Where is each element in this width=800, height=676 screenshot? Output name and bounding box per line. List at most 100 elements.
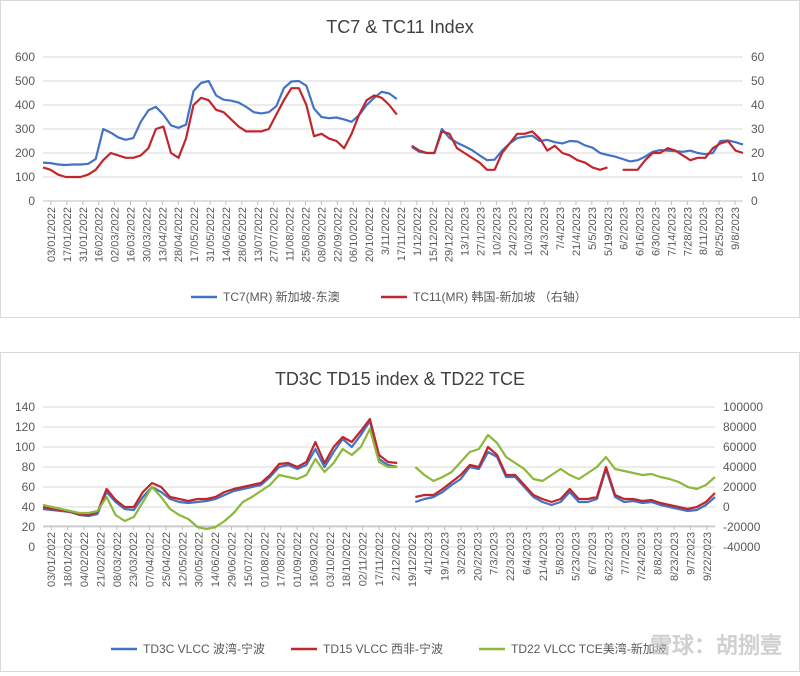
x-tick-label: 9/7/2023	[685, 532, 697, 575]
x-tick-label: 5/23/2023	[571, 532, 583, 581]
x-tick-label: 23/03/2022	[128, 532, 140, 587]
x-tick-label: 7/4/2023	[555, 207, 567, 250]
td-index-chart: TD3C TD15 index & TD22 TCE 0204060801001…	[1, 353, 799, 671]
y-right-tick-label: 100000	[723, 400, 763, 414]
x-tick-label: 8/11/2023	[698, 207, 710, 255]
y-left-tick-label: 200	[15, 146, 35, 160]
x-tick-label: 17/01/2022	[62, 207, 74, 262]
x-tick-label: 6/30/2023	[651, 207, 663, 256]
y-right-tick-label: 40	[751, 98, 765, 112]
y-right-tick-label: 40000	[723, 460, 757, 474]
legend-label: TD22 VLCC TCE美湾-新加坡	[511, 641, 667, 656]
y-left-tick-label: 300	[15, 122, 35, 136]
y-right-tick-label: 0	[751, 194, 758, 208]
tc-index-chart: TC7 & TC11 Index 01002003004005006000102…	[1, 1, 799, 317]
x-tick-label: 3/2/2023	[456, 532, 468, 575]
x-tick-label: 6/16/2023	[635, 207, 647, 256]
legend-label: TC7(MR) 新加坡-东澳	[223, 289, 340, 304]
x-tick-label: 29/06/2022	[226, 532, 238, 587]
x-tick-label: 5/8/2023	[554, 532, 566, 575]
x-tick-label: 08/03/2022	[112, 532, 124, 587]
x-tick-label: 24/2/2023	[507, 207, 519, 256]
x-tick-label: 14/06/2022	[221, 207, 233, 262]
x-tick-label: 28/06/2022	[237, 207, 249, 262]
x-tick-label: 7/7/2023	[620, 532, 632, 575]
legend-label: TD15 VLCC 西非-宁波	[323, 641, 443, 656]
x-tick-label: 22/09/2022	[332, 207, 344, 262]
x-tick-label: 7/3/2023	[489, 532, 501, 575]
y-left-tick-label: 140	[15, 400, 35, 414]
x-tick-label: 9/8/2023	[730, 207, 742, 250]
x-tick-label: 30/05/2022	[194, 532, 206, 587]
y-right-tick-label: 20	[751, 146, 765, 160]
y-right-tick-label: 60000	[723, 440, 757, 454]
x-tick-label: 25/04/2022	[161, 532, 173, 587]
y-right-tick-label: -20000	[723, 520, 761, 534]
y-left-tick-label: 0	[28, 194, 35, 208]
y-right-tick-label: 0	[723, 500, 730, 514]
x-tick-label: 16/09/2022	[308, 532, 320, 587]
y-left-tick-label: 600	[15, 50, 35, 64]
x-tick-label: 24/3/2023	[539, 207, 551, 256]
x-tick-label: 03/01/2022	[46, 532, 58, 587]
x-tick-label: 17/11/2022	[396, 207, 408, 261]
watermark: 雪球：胡捌壹	[650, 628, 782, 660]
x-tick-label: 28/04/2022	[173, 207, 185, 262]
y-right-tick-label: 60	[751, 50, 765, 64]
x-tick-label: 20/2/2023	[472, 532, 484, 581]
y-right-tick-label: -40000	[723, 540, 761, 554]
x-tick-label: 10/2/2023	[491, 207, 503, 256]
series-line	[43, 429, 715, 529]
x-tick-label: 6/2/2023	[619, 207, 631, 250]
x-tick-label: 27/07/2022	[269, 207, 281, 262]
x-tick-label: 5/19/2023	[603, 207, 615, 256]
y-right-tick-label: 30	[751, 122, 765, 136]
x-tick-label: 31/05/2022	[205, 207, 217, 262]
series-line	[43, 88, 743, 177]
x-tick-label: 30/03/2022	[141, 207, 153, 262]
x-tick-label: 6/4/2023	[522, 532, 534, 575]
x-tick-label: 3/11/2022	[380, 207, 392, 255]
series-line	[43, 81, 743, 165]
x-tick-label: 31/01/2022	[78, 207, 90, 262]
x-tick-label: 7/14/2023	[666, 207, 678, 256]
x-tick-label: 29/12/2022	[444, 207, 456, 262]
x-tick-label: 2/12/2022	[390, 532, 402, 581]
chart-title: TD3C TD15 index & TD22 TCE	[275, 369, 525, 389]
x-tick-label: 18/01/2022	[63, 532, 75, 587]
y-left-tick-label: 500	[15, 74, 35, 88]
y-right-tick-label: 50	[751, 74, 765, 88]
x-tick-label: 01/09/2022	[292, 532, 304, 587]
x-tick-label: 5/5/2023	[587, 207, 599, 250]
x-tick-label: 03/10/2022	[325, 532, 337, 587]
y-left-tick-label: 60	[22, 480, 36, 494]
x-tick-label: 22/3/2023	[505, 532, 517, 581]
x-tick-label: 13/1/2023	[460, 207, 472, 256]
y-left-tick-label: 100	[15, 440, 35, 454]
x-tick-label: 12/05/2022	[177, 532, 189, 587]
legend-label: TD3C VLCC 波湾-宁波	[143, 641, 265, 656]
x-tick-label: 19/1/2023	[440, 532, 452, 581]
x-tick-label: 7/24/2023	[636, 532, 648, 581]
x-tick-label: 02/11/2022	[358, 532, 370, 586]
x-tick-label: 8/23/2023	[669, 532, 681, 581]
x-tick-label: 4/1/2023	[423, 532, 435, 575]
x-tick-label: 02/03/2022	[110, 207, 122, 262]
x-tick-label: 17/11/2022	[374, 532, 386, 586]
y-left-tick-label: 0	[28, 540, 35, 554]
y-left-tick-label: 120	[15, 420, 35, 434]
x-tick-label: 17/08/2022	[276, 532, 288, 587]
x-tick-label: 21/4/2023	[571, 207, 583, 256]
x-tick-label: 11/08/2022	[285, 207, 297, 261]
x-tick-label: 9/22/2023	[702, 532, 714, 581]
x-tick-label: 10/3/2023	[523, 207, 535, 256]
y-right-tick-label: 10	[751, 170, 765, 184]
legend-label: TC11(MR) 韩国-新加坡 （右轴）	[413, 289, 587, 304]
x-tick-label: 25/08/2022	[301, 207, 313, 262]
x-tick-label: 07/04/2022	[145, 532, 157, 587]
x-tick-label: 27/1/2023	[476, 207, 488, 256]
chart-title: TC7 & TC11 Index	[326, 17, 473, 37]
x-tick-label: 01/08/2022	[259, 532, 271, 587]
